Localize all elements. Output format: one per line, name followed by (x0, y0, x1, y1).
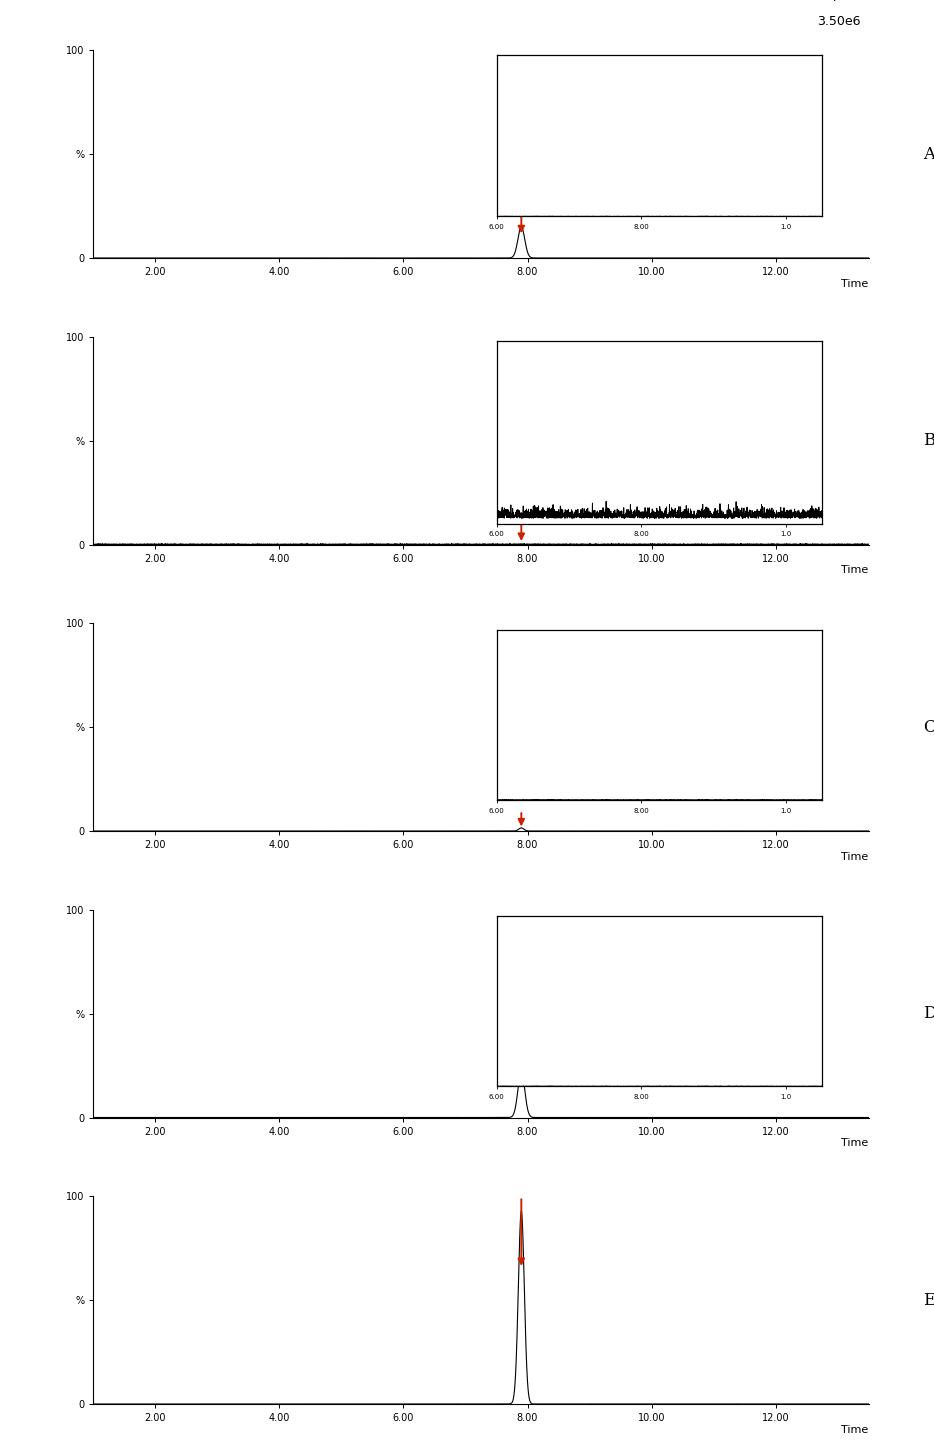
Text: D: D (923, 1005, 934, 1022)
Text: Time: Time (842, 852, 869, 861)
Text: C: C (923, 719, 934, 736)
Text: Time: Time (842, 279, 869, 289)
Text: 3.50e6: 3.50e6 (817, 14, 861, 29)
Text: Time: Time (842, 566, 869, 575)
Text: Time: Time (842, 1138, 869, 1148)
Text: E: E (923, 1292, 934, 1309)
Text: A: A (923, 145, 934, 163)
Text: Time: Time (842, 1424, 869, 1434)
Text: B: B (923, 432, 934, 449)
